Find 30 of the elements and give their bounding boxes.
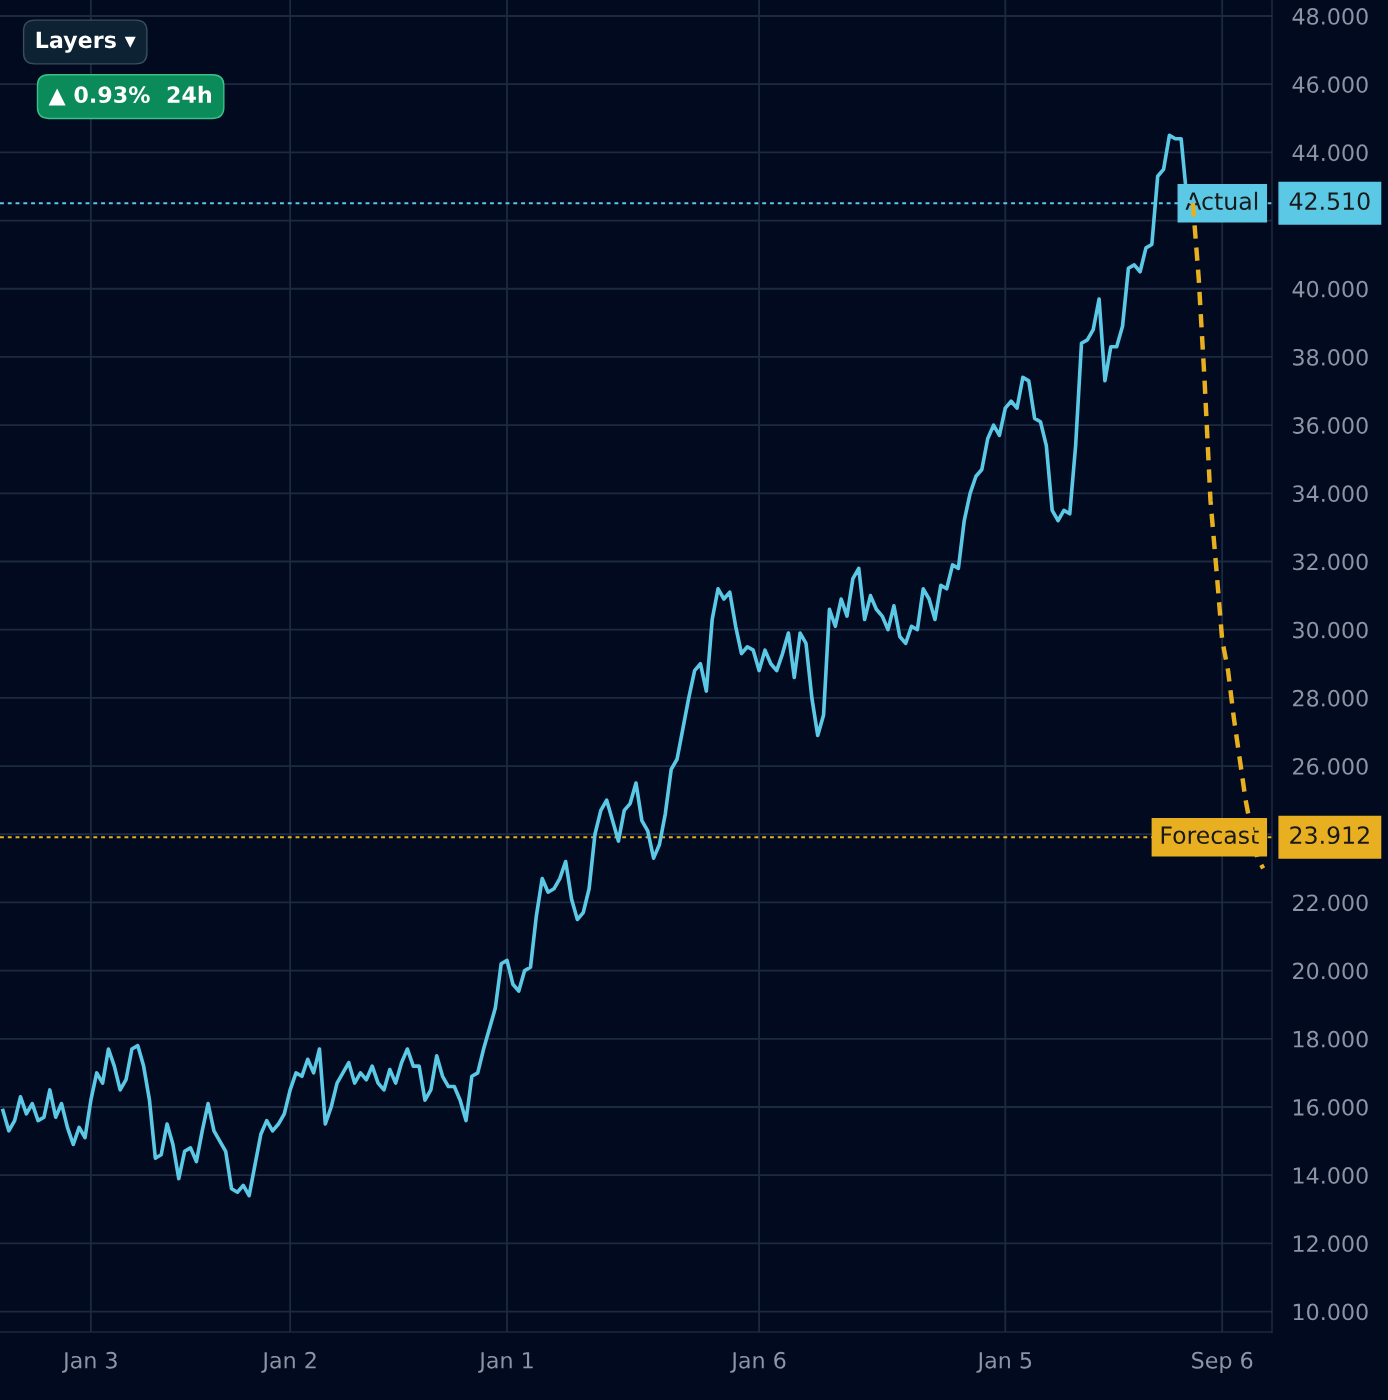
text: 23.912: [1290, 826, 1369, 845]
y-tick-label: 36.000: [1293, 417, 1368, 434]
y-tick-label: 30.000: [1293, 621, 1368, 639]
ref-line-label: Actual: [1185, 191, 1258, 211]
y-tick-label: 16.000: [1293, 1098, 1368, 1116]
y-tick-label: 32.000: [1293, 553, 1368, 571]
y-tick-label: 22.000: [1293, 894, 1368, 912]
x-tick-label: Jan 1: [478, 1352, 533, 1373]
annotation: ▲ 0.93% 24h: [48, 85, 211, 106]
y-tick-label: 38.000: [1293, 348, 1368, 366]
y-tick-label: 34.000: [1293, 485, 1368, 503]
y-tick-label: 28.000: [1293, 689, 1368, 707]
y-tick-label: 44.000: [1292, 144, 1368, 162]
x-tick-label: Jan 3: [61, 1351, 117, 1373]
ref-line-label: Forecast: [1161, 826, 1259, 845]
x-tick-label: Jan 2: [261, 1351, 316, 1373]
y-tick-label: 12.000: [1293, 1235, 1368, 1253]
y-tick-label: 18.000: [1293, 1030, 1368, 1048]
text: 42.510: [1289, 192, 1370, 211]
x-tick-label: Jan 6: [730, 1351, 786, 1373]
x-tick-label: Jan 5: [976, 1352, 1032, 1373]
y-tick-label: 40.000: [1292, 280, 1368, 298]
y-tick-label: 48.000: [1292, 7, 1368, 25]
annotation: Layers ▾: [36, 31, 136, 53]
y-tick-label: 14.000: [1293, 1167, 1368, 1184]
y-tick-label: 46.000: [1292, 76, 1368, 93]
x-tick-label: Sep 6: [1192, 1351, 1253, 1373]
y-tick-label: 10.000: [1293, 1303, 1368, 1321]
y-tick-label: 20.000: [1293, 962, 1368, 980]
y-tick-label: 26.000: [1293, 758, 1368, 775]
